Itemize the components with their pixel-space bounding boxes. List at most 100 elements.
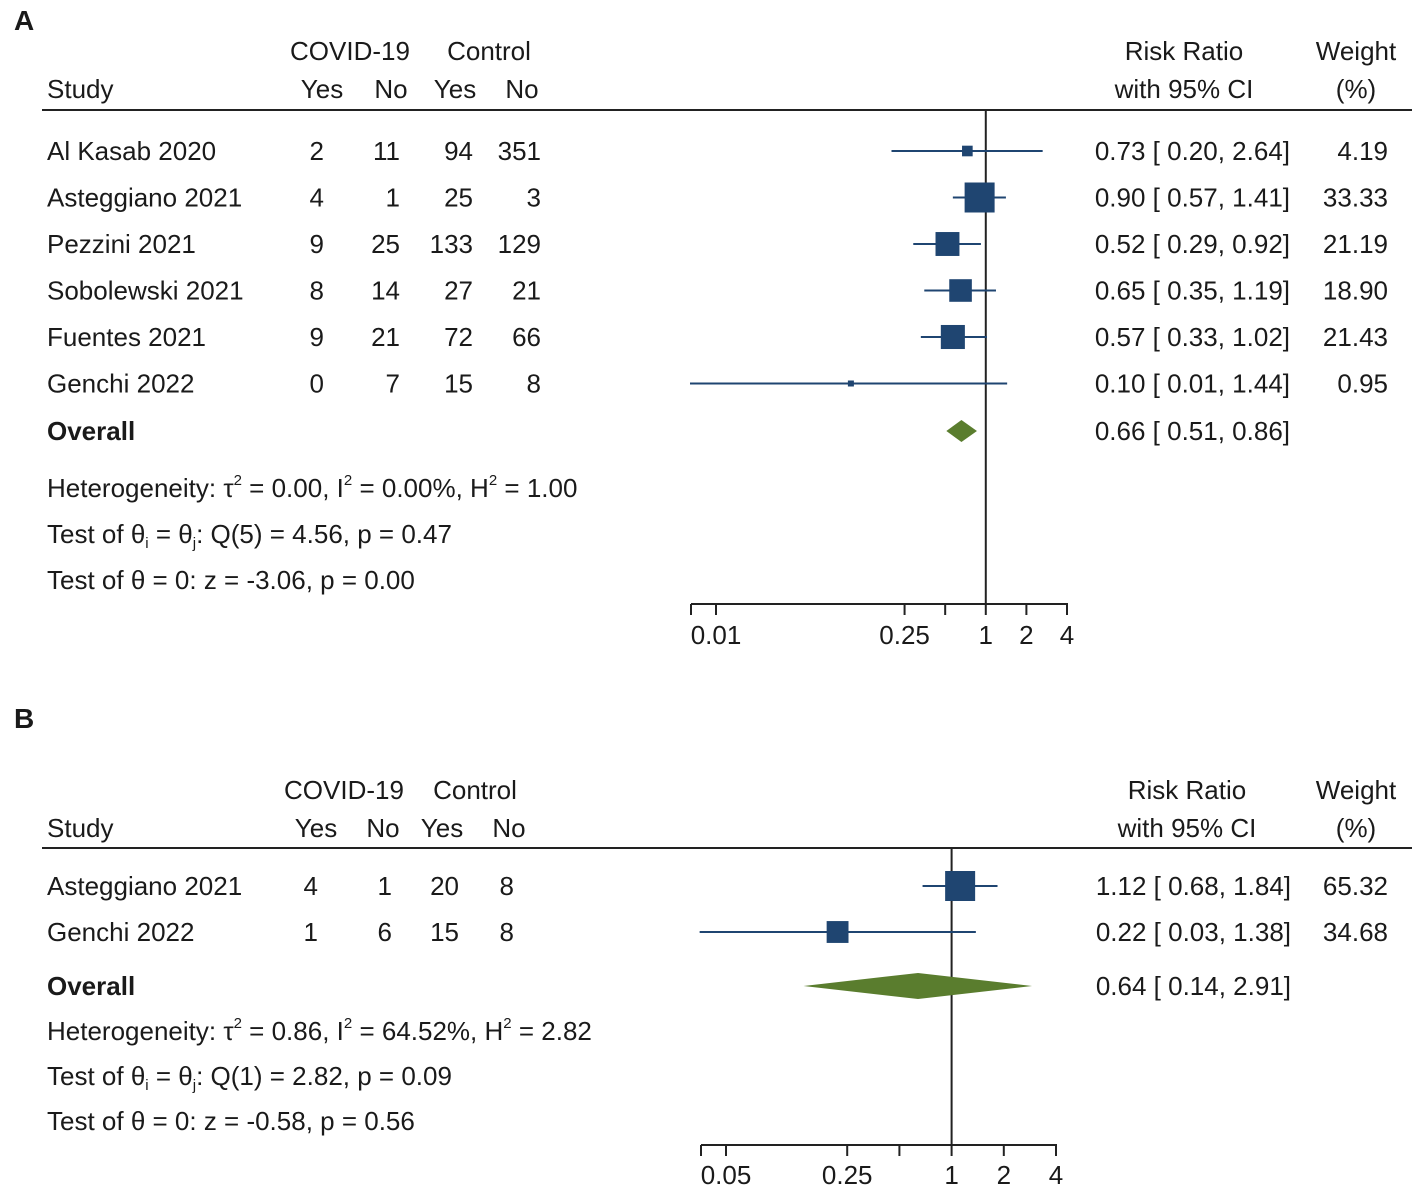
study-row: Asteggiano 2021 4 1 20 8 1.12 [ 0.68, 1.84] 65… bbox=[47, 871, 1388, 901]
study-effect-marker bbox=[945, 871, 976, 901]
covid-yes-count: 4 bbox=[304, 871, 318, 901]
x-tick-label: 4 bbox=[1060, 620, 1074, 650]
panel-label: B bbox=[14, 703, 34, 734]
header-weight: Weight bbox=[1316, 775, 1397, 805]
study-effect-marker bbox=[962, 145, 973, 157]
header-risk-ratio: Risk Ratio bbox=[1128, 775, 1246, 805]
weight-value: 4.19 bbox=[1337, 136, 1388, 166]
overall-label: Overall bbox=[47, 416, 135, 446]
covid-no-count: 25 bbox=[371, 229, 400, 259]
covid-no-count: 1 bbox=[378, 871, 392, 901]
risk-ratio-ci: 0.10 [ 0.01, 1.44] bbox=[1095, 369, 1290, 399]
heterogeneity-stats: Heterogeneity: τ2 = 0.86, I2 = 64.52%, H… bbox=[47, 1015, 592, 1046]
header-control-group: Control bbox=[433, 775, 517, 805]
weight-value: 33.33 bbox=[1323, 183, 1388, 213]
covid-yes-count: 2 bbox=[310, 136, 324, 166]
study-name: Genchi 2022 bbox=[47, 369, 194, 399]
covid-yes-count: 9 bbox=[310, 322, 324, 352]
header-control-group: Control bbox=[447, 36, 531, 66]
covid-yes-count: 8 bbox=[310, 276, 324, 306]
control-yes-count: 25 bbox=[444, 183, 473, 213]
study-row: Sobolewski 2021 8 14 27 21 0.65 [ 0.35, 1.19]… bbox=[47, 276, 1388, 306]
x-tick-label: 1 bbox=[944, 1160, 958, 1190]
overall-effect-test: Test of θ = 0: z = -3.06, p = 0.00 bbox=[47, 565, 415, 595]
control-yes-count: 27 bbox=[444, 276, 473, 306]
study-name: Asteggiano 2021 bbox=[47, 871, 242, 901]
homogeneity-test: Test of θi = θj: Q(1) = 2.82, p = 0.09 bbox=[47, 1061, 452, 1094]
overall-diamond bbox=[803, 973, 1033, 999]
weight-value: 18.90 bbox=[1323, 276, 1388, 306]
header-covid-group: COVID-19 bbox=[284, 775, 404, 805]
control-yes-count: 20 bbox=[430, 871, 459, 901]
study-row: Pezzini 2021 9 25 133 129 0.52 [ 0.29, 0.92] 2… bbox=[47, 229, 1388, 259]
control-no-count: 129 bbox=[498, 229, 541, 259]
header-control-yes: Yes bbox=[434, 74, 476, 104]
risk-ratio-ci: 0.22 [ 0.03, 1.38] bbox=[1096, 917, 1291, 947]
weight-value: 34.68 bbox=[1323, 917, 1388, 947]
control-no-count: 351 bbox=[498, 136, 541, 166]
control-no-count: 66 bbox=[512, 322, 541, 352]
risk-ratio-ci: 1.12 [ 0.68, 1.84] bbox=[1096, 871, 1291, 901]
study-row: Asteggiano 2021 4 1 25 3 0.90 [ 0.57, 1.41] 33… bbox=[47, 182, 1388, 213]
header-weight: Weight bbox=[1316, 36, 1397, 66]
control-yes-count: 15 bbox=[444, 369, 473, 399]
study-name: Asteggiano 2021 bbox=[47, 183, 242, 213]
header-ci: with 95% CI bbox=[1114, 74, 1254, 104]
risk-ratio-ci: 0.90 [ 0.57, 1.41] bbox=[1095, 183, 1290, 213]
control-no-count: 8 bbox=[500, 917, 514, 947]
weight-value: 65.32 bbox=[1323, 871, 1388, 901]
heterogeneity-stats: Heterogeneity: τ2 = 0.00, I2 = 0.00%, H2… bbox=[47, 472, 577, 503]
covid-no-count: 14 bbox=[371, 276, 400, 306]
header-ci: with 95% CI bbox=[1117, 813, 1257, 843]
control-no-count: 21 bbox=[512, 276, 541, 306]
overall-effect-test: Test of θ = 0: z = -0.58, p = 0.56 bbox=[47, 1106, 415, 1136]
study-effect-marker bbox=[935, 232, 960, 256]
risk-ratio-ci: 0.73 [ 0.20, 2.64] bbox=[1095, 136, 1290, 166]
x-tick-label: 2 bbox=[997, 1160, 1011, 1190]
overall-risk-ratio-ci: 0.66 [ 0.51, 0.86] bbox=[1095, 416, 1290, 446]
control-yes-count: 72 bbox=[444, 322, 473, 352]
risk-ratio-ci: 0.57 [ 0.33, 1.02] bbox=[1095, 322, 1290, 352]
header-risk-ratio: Risk Ratio bbox=[1125, 36, 1243, 66]
overall-label: Overall bbox=[47, 971, 135, 1001]
covid-no-count: 7 bbox=[386, 369, 400, 399]
x-tick-label: 2 bbox=[1019, 620, 1033, 650]
header-study: Study bbox=[47, 813, 114, 843]
homogeneity-test: Test of θi = θj: Q(5) = 4.56, p = 0.47 bbox=[47, 519, 452, 552]
panel-b: B COVID-19 Control Study Yes No Yes No Risk Rati… bbox=[14, 703, 1412, 1190]
control-yes-count: 94 bbox=[444, 136, 473, 166]
study-name: Sobolewski 2021 bbox=[47, 276, 244, 306]
control-yes-count: 133 bbox=[430, 229, 473, 259]
covid-yes-count: 4 bbox=[310, 183, 324, 213]
study-effect-marker bbox=[847, 380, 854, 387]
header-study: Study bbox=[47, 74, 114, 104]
study-row: Al Kasab 2020 2 11 94 351 0.73 [ 0.20, 2.64] 4… bbox=[47, 136, 1388, 166]
study-row: Fuentes 2021 9 21 72 66 0.57 [ 0.33, 1.02] 21.… bbox=[47, 322, 1388, 352]
header-weight-unit: (%) bbox=[1336, 813, 1376, 843]
study-row: Genchi 2022 1 6 15 8 0.22 [ 0.03, 1.38] 34.68 bbox=[47, 917, 1388, 947]
covid-yes-count: 9 bbox=[310, 229, 324, 259]
weight-value: 21.43 bbox=[1323, 322, 1388, 352]
x-tick-label: 0.05 bbox=[701, 1160, 752, 1190]
x-tick-label: 4 bbox=[1049, 1160, 1063, 1190]
study-effect-marker bbox=[949, 279, 972, 302]
covid-yes-count: 1 bbox=[304, 917, 318, 947]
x-tick-label: 0.01 bbox=[691, 620, 742, 650]
header-control-no: No bbox=[492, 813, 525, 843]
header-covid-yes: Yes bbox=[301, 74, 343, 104]
header-covid-yes: Yes bbox=[295, 813, 337, 843]
overall-diamond bbox=[946, 420, 977, 442]
study-effect-marker bbox=[964, 182, 995, 213]
x-tick-label: 0.25 bbox=[879, 620, 930, 650]
overall-risk-ratio-ci: 0.64 [ 0.14, 2.91] bbox=[1096, 971, 1291, 1001]
header-covid-no: No bbox=[366, 813, 399, 843]
covid-yes-count: 0 bbox=[310, 369, 324, 399]
panel-a: A COVID-19 Control Study Yes No Yes No Risk Rati… bbox=[14, 5, 1412, 650]
header-covid-no: No bbox=[374, 74, 407, 104]
study-name: Fuentes 2021 bbox=[47, 322, 206, 352]
panel-label: A bbox=[14, 5, 34, 36]
x-tick-label: 0.25 bbox=[822, 1160, 873, 1190]
control-no-count: 3 bbox=[527, 183, 541, 213]
control-yes-count: 15 bbox=[430, 917, 459, 947]
